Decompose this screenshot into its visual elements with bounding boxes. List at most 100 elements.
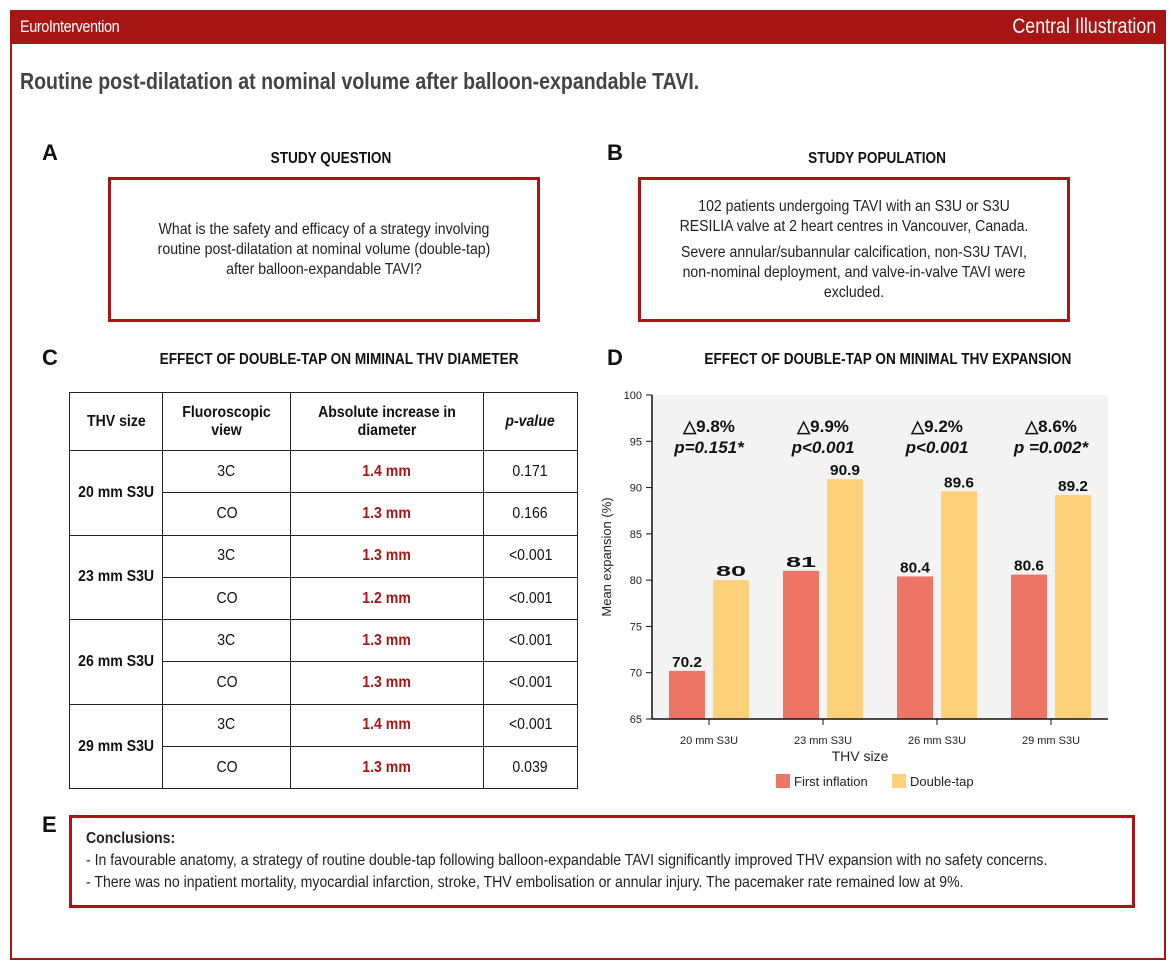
panel-d-heading: EFFECT OF DOUBLE-TAP ON MINIMAL THV EXPA… xyxy=(704,351,1072,368)
table-row: 29 mm S3U 3C 1.4 mm <0.001 xyxy=(69,703,578,790)
delta-annotation: △9.2% xyxy=(910,417,963,436)
panel-letter-e: E xyxy=(42,812,57,837)
p-value-cell: <0.001 xyxy=(508,716,553,734)
increase-cell: 1.3 mm xyxy=(362,674,412,692)
x-tick-label: 23 mm S3U xyxy=(794,735,852,747)
bar-double-tap xyxy=(827,479,863,719)
journal-name: EuroIntervention xyxy=(20,17,120,36)
bar-double-tap xyxy=(1055,494,1091,719)
y-tick-label: 100 xyxy=(624,390,642,402)
y-tick-label: 65 xyxy=(630,714,642,726)
table-row: CO 1.3 mm 0.039 xyxy=(70,746,578,790)
p-value-cell: <0.001 xyxy=(508,674,553,692)
exclusion-text: Severe annular/subannular calcification,… xyxy=(681,243,1027,301)
view-cell: CO xyxy=(215,674,238,692)
view-cell: CO xyxy=(215,504,238,522)
p-value-cell: <0.001 xyxy=(508,589,553,607)
panel-a-heading: STUDY QUESTION xyxy=(270,150,392,167)
col-header: p-value xyxy=(505,412,556,430)
expansion-bar-chart: 70.2 80 △9.8% p=0.151* 20 mm S3U 81 90.9 △9.9% p… xyxy=(599,390,1108,789)
p-value-cell: 0.171 xyxy=(512,462,549,480)
panel-letter-c: C xyxy=(42,345,58,370)
view-cell: CO xyxy=(215,589,238,607)
study-question-box: What is the safety and efficacy of a str… xyxy=(108,177,540,322)
data-label: 81 xyxy=(786,554,816,571)
data-label: 89.6 xyxy=(944,474,974,491)
x-tick-label: 26 mm S3U xyxy=(908,735,966,747)
panel-letter-a: A xyxy=(42,140,58,165)
data-label: 89.2 xyxy=(1058,478,1088,495)
conclusion-line: - There was no inpatient mortality, myoc… xyxy=(86,874,964,891)
table-row: 20 mm S3U 3C 1.4 mm 0.171 xyxy=(69,449,578,536)
legend-label: Double-tap xyxy=(910,774,974,789)
increase-cell: 1.2 mm xyxy=(362,589,412,607)
increase-cell: 1.4 mm xyxy=(362,716,412,734)
delta-annotation: △9.9% xyxy=(796,417,849,436)
data-label: 70.2 xyxy=(672,654,702,671)
data-label: 80.4 xyxy=(900,559,931,576)
page-title: Routine post-dilatation at nominal volum… xyxy=(20,68,700,94)
p-value-cell: 0.039 xyxy=(512,758,549,776)
view-cell: 3C xyxy=(217,547,236,565)
legend-label: First inflation xyxy=(794,774,868,789)
increase-cell: 1.3 mm xyxy=(362,504,412,522)
col-header: Fluoroscopic view xyxy=(182,403,271,439)
bar-first-inflation xyxy=(783,570,819,719)
increase-cell: 1.3 mm xyxy=(362,758,412,776)
conclusions-heading: Conclusions: xyxy=(86,830,176,847)
header-bar: EuroIntervention Central Illustration xyxy=(10,10,1166,44)
table-row: CO 1.2 mm <0.001 xyxy=(70,576,578,621)
table-row: CO 1.3 mm 0.166 xyxy=(70,492,578,536)
conclusion-line: - In favourable anatomy, a strategy of r… xyxy=(86,852,1048,869)
data-label: 80.6 xyxy=(1014,558,1044,575)
view-cell: 3C xyxy=(217,462,236,480)
panel-letter-b: B xyxy=(607,140,623,165)
y-tick-label: 95 xyxy=(630,436,642,448)
delta-annotation: △9.8% xyxy=(682,417,735,436)
p-annotation: p =0.002* xyxy=(1013,438,1090,457)
diameter-table: THV size Fluoroscopic view Absolute incr… xyxy=(69,392,578,790)
p-value-cell: <0.001 xyxy=(508,547,553,565)
p-annotation: p=0.151* xyxy=(673,438,745,457)
data-label: 90.9 xyxy=(830,462,860,479)
x-axis-label: THV size xyxy=(832,748,889,764)
population-text: 102 patients undergoing TAVI with an S3U… xyxy=(679,197,1029,235)
bar-double-tap xyxy=(713,580,749,719)
col-header: THV size xyxy=(86,412,146,430)
bar-first-inflation xyxy=(897,576,933,719)
p-annotation: p<0.001 xyxy=(905,438,969,457)
bar-double-tap xyxy=(941,491,977,719)
bar-first-inflation xyxy=(1011,574,1047,719)
thv-size-cell: 20 mm S3U xyxy=(78,483,154,501)
thv-size-cell: 29 mm S3U xyxy=(78,737,154,755)
panel-letter-d: D xyxy=(607,345,623,370)
x-tick-label: 20 mm S3U xyxy=(680,735,738,747)
p-value-cell: 0.166 xyxy=(512,504,549,522)
y-tick-label: 75 xyxy=(630,621,642,633)
p-annotation: p<0.001 xyxy=(791,438,855,457)
x-tick-label: 29 mm S3U xyxy=(1022,735,1080,747)
table-row: 23 mm S3U 3C 1.3 mm <0.001 xyxy=(69,534,578,621)
col-header: Absolute increase in diameter xyxy=(318,403,456,439)
panel-c-heading: EFFECT OF DOUBLE-TAP ON MIMINAL THV DIAM… xyxy=(159,351,519,368)
bar-first-inflation xyxy=(669,670,705,719)
table-row: CO 1.3 mm <0.001 xyxy=(70,661,578,705)
increase-cell: 1.3 mm xyxy=(362,631,412,649)
legend-swatch xyxy=(776,774,790,788)
thv-size-cell: 26 mm S3U xyxy=(78,652,154,670)
view-cell: CO xyxy=(215,758,238,776)
panel-b-heading: STUDY POPULATION xyxy=(808,150,946,167)
view-cell: 3C xyxy=(217,716,236,734)
y-tick-label: 70 xyxy=(630,668,642,680)
y-axis-label: Mean expansion (%) xyxy=(599,497,614,616)
legend-swatch xyxy=(892,774,906,788)
data-label: 80 xyxy=(716,563,746,580)
delta-annotation: △8.6% xyxy=(1024,417,1077,436)
view-cell: 3C xyxy=(217,631,236,649)
y-tick-label: 85 xyxy=(630,529,642,541)
study-question-text: What is the safety and efficacy of a str… xyxy=(157,220,491,278)
study-population-box: 102 patients undergoing TAVI with an S3U… xyxy=(638,177,1070,322)
increase-cell: 1.4 mm xyxy=(362,462,412,480)
table-row: 26 mm S3U 3C 1.3 mm <0.001 xyxy=(69,619,578,705)
p-value-cell: <0.001 xyxy=(508,631,553,649)
